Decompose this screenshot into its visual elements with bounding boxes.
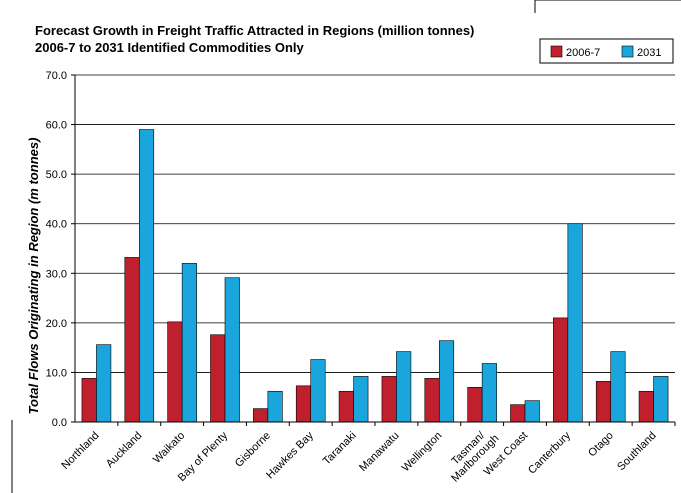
y-tick-label: 50.0 bbox=[46, 169, 67, 181]
bar-2031-waikato bbox=[181, 263, 197, 423]
bar-2006-7-hawkes-bay bbox=[295, 385, 312, 423]
bar-2006-7-waikato bbox=[167, 321, 183, 423]
y-tick-label: 20.0 bbox=[46, 318, 67, 330]
bar-2006-7-northland bbox=[81, 378, 97, 423]
y-tick-label: 70.0 bbox=[46, 70, 67, 82]
bar-2006-7-gisborne bbox=[253, 408, 269, 423]
bar-2006-7-taranaki bbox=[338, 390, 354, 423]
bar-2031-northland bbox=[96, 344, 112, 423]
bar-2031-taranaki bbox=[353, 376, 369, 423]
legend-label-2031: 2031 bbox=[637, 47, 661, 59]
bar-2006-7-west-coast bbox=[510, 404, 526, 423]
y-tick-label: 0.0 bbox=[52, 417, 67, 429]
y-axis-label: Total Flows Originating in Region (m ton… bbox=[26, 138, 41, 415]
x-tick-label: Waikato bbox=[151, 430, 187, 466]
bar-2006-7-manawatu bbox=[381, 376, 397, 423]
bar-2031-manawatu bbox=[396, 351, 412, 423]
legend-swatch-2006-7 bbox=[550, 45, 563, 58]
bar-2031-otago bbox=[610, 351, 626, 423]
bar-2031-southland bbox=[653, 376, 669, 423]
x-tick-label: Wellington bbox=[400, 430, 445, 475]
x-tick-label: Gisborne bbox=[233, 430, 273, 470]
bars bbox=[81, 129, 669, 423]
x-tick-label: Canterbury bbox=[526, 429, 573, 476]
x-tick-label: Southland bbox=[615, 430, 659, 474]
y-tick-label: 30.0 bbox=[46, 268, 67, 280]
y-tick-label: 10.0 bbox=[46, 367, 67, 379]
y-tick-label: 40.0 bbox=[46, 219, 67, 231]
x-tick-label: Taranaki bbox=[321, 430, 359, 468]
chart-subtitle: 2006-7 to 2031 Identified Commodities On… bbox=[35, 40, 305, 55]
y-tick-label: 60.0 bbox=[46, 120, 67, 132]
legend-label-2006-7: 2006-7 bbox=[566, 47, 600, 59]
x-tick-label: Auckland bbox=[104, 430, 144, 470]
bar-2006-7-otago bbox=[595, 381, 612, 423]
bar-2006-7-auckland bbox=[124, 257, 140, 423]
legend-swatch-2031 bbox=[621, 45, 634, 58]
bar-2031-hawkes-bay bbox=[310, 359, 326, 423]
bar-2031-gisborne bbox=[267, 390, 283, 423]
bar-2031-west-coast bbox=[524, 400, 540, 423]
bar-2031-tasman-marlborough bbox=[481, 363, 497, 423]
bar-2031-canterbury bbox=[567, 223, 583, 423]
bar-2006-7-wellington bbox=[424, 378, 440, 423]
bar-2031-auckland bbox=[138, 129, 155, 423]
gridlines bbox=[75, 74, 675, 373]
bar-2031-bay-of-plenty bbox=[224, 277, 240, 423]
bar-2006-7-southland bbox=[638, 390, 654, 423]
bar-2006-7-tasman-marlborough bbox=[467, 386, 483, 423]
y-axis-ticks: 0.0 10.0 20.0 30.0 40.0 50.0 60.0 70.0 bbox=[46, 70, 75, 429]
bar-2031-wellington bbox=[438, 340, 455, 423]
bar-2006-7-canterbury bbox=[553, 317, 569, 423]
x-tick-label: Manawatu bbox=[357, 430, 401, 474]
legend: 2006-7 2031 bbox=[539, 38, 674, 64]
bar-2006-7-bay-of-plenty bbox=[210, 334, 226, 423]
chart-title: Forecast Growth in Freight Traffic Attra… bbox=[35, 23, 474, 38]
x-tick-label: Northland bbox=[59, 430, 101, 472]
x-tick-label: Otago bbox=[586, 430, 616, 460]
